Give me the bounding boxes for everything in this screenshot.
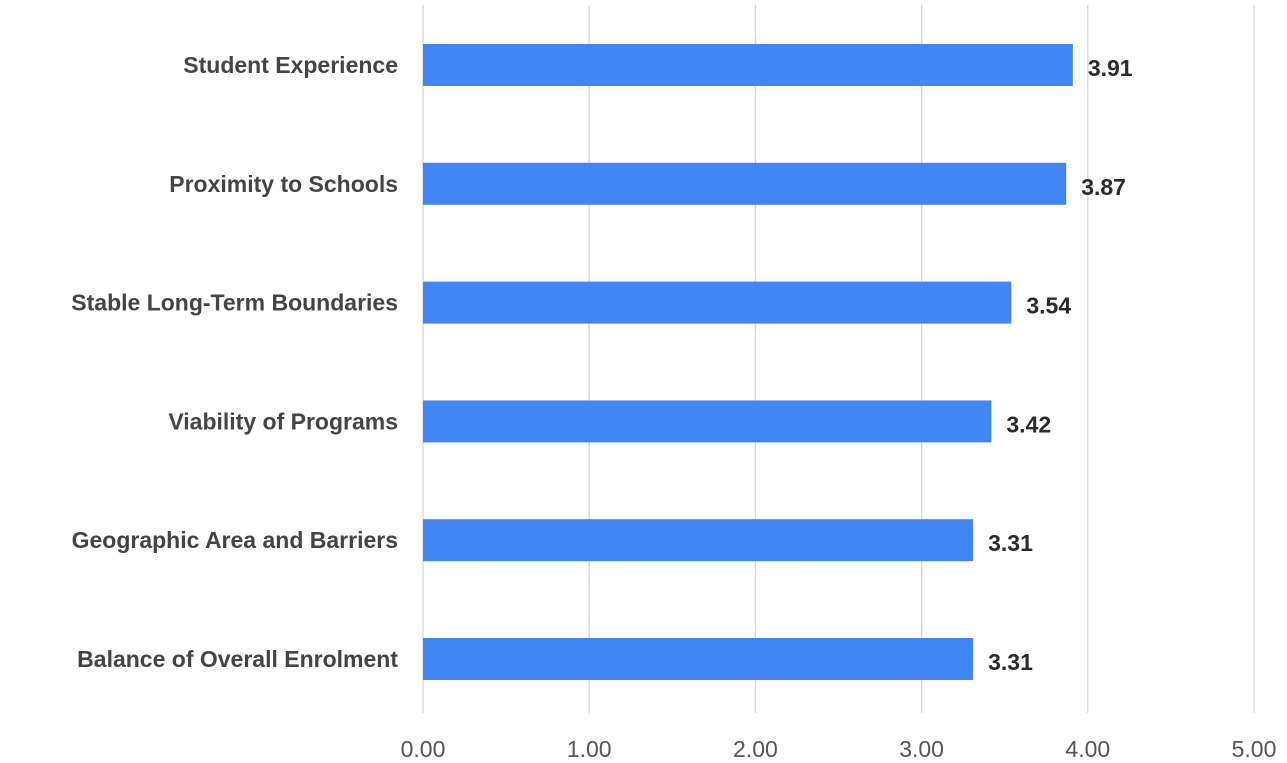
bar-value-label: 3.54: [1026, 293, 1071, 319]
category-label: Viability of Programs: [168, 408, 398, 434]
bar: [423, 400, 992, 443]
category-label: Stable Long-Term Boundaries: [71, 290, 398, 316]
x-tick-label: 2.00: [733, 736, 778, 762]
bar: [423, 519, 974, 562]
x-tick-label: 5.00: [1232, 736, 1277, 762]
x-tick-label: 1.00: [567, 736, 612, 762]
bar-value-label: 3.31: [988, 530, 1033, 556]
bar-value-label: 3.87: [1081, 174, 1126, 200]
category-label: Balance of Overall Enrolment: [77, 646, 398, 672]
bar-value-label: 3.42: [1006, 411, 1051, 437]
category-label: Geographic Area and Barriers: [72, 527, 398, 553]
bar: [423, 44, 1073, 86]
bars-group: [423, 44, 1073, 680]
bar-value-label: 3.31: [988, 649, 1033, 675]
grid-lines: [422, 5, 1255, 713]
x-tick-label: 3.00: [899, 736, 944, 762]
bar: [423, 281, 1012, 324]
category-labels: Student Experience Proximity to Schools St…: [71, 52, 398, 672]
value-labels: 3.91 3.87 3.54 3.42 3.31 3.31: [988, 55, 1133, 675]
x-tick-label: 4.00: [1065, 736, 1110, 762]
category-label: Student Experience: [183, 52, 398, 78]
bar: [423, 638, 974, 680]
bar-value-label: 3.91: [1088, 55, 1133, 81]
x-axis-tick-labels: 0.00 1.00 2.00 3.00 4.00 5.00: [401, 736, 1277, 762]
bar: [423, 162, 1067, 205]
x-tick-label: 0.00: [401, 736, 446, 762]
category-label: Proximity to Schools: [169, 171, 398, 197]
